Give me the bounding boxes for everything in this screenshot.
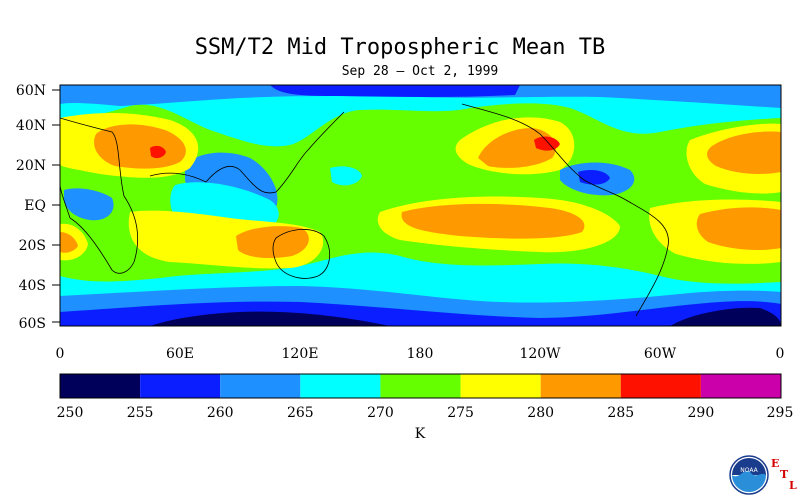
coastline-africa xyxy=(60,117,139,274)
colorbar-tick-label: 280 xyxy=(527,405,554,421)
field-central-pacific-cool xyxy=(330,166,362,186)
field-arabia-peak xyxy=(150,145,166,159)
lon-label: 0 xyxy=(56,346,65,362)
field-atlantic-hot xyxy=(707,131,781,174)
field-africa-hot xyxy=(94,124,186,169)
colorbar-swatch xyxy=(300,374,381,398)
lon-label: 180 xyxy=(407,346,434,362)
field-south-coldest-1 xyxy=(150,311,390,326)
field-equatorial-pacific-hot xyxy=(401,203,585,239)
colorbar-swatch xyxy=(620,374,701,398)
colorbar-swatch xyxy=(220,374,301,398)
colorbar-tick-label: 260 xyxy=(207,405,234,421)
colorbar-tick-label: 265 xyxy=(287,405,314,421)
colorbar-tick-label: 295 xyxy=(767,405,794,421)
field-west-africa-cool xyxy=(64,188,114,221)
colorbar-tick-label: 285 xyxy=(607,405,634,421)
lat-label: 60N xyxy=(16,83,46,99)
noaa-logo: NOAA xyxy=(729,455,769,495)
colorbar-swatch xyxy=(140,374,221,398)
lat-label: 20S xyxy=(19,238,46,254)
field-mexico-peak xyxy=(534,136,560,151)
colorbar-swatch xyxy=(380,374,461,398)
field-north-pacific-hot xyxy=(478,128,556,168)
latitude-axis: 60N 40N 20N EQ 20S 40S 60S xyxy=(16,83,60,332)
lat-label: 40N xyxy=(16,118,46,134)
etl-letter-e: E xyxy=(771,457,780,470)
lon-label: 60E xyxy=(166,346,194,362)
lon-label: 120E xyxy=(282,346,319,362)
chart-subtitle: Sep 28 – Oct 2, 1999 xyxy=(341,64,499,79)
noaa-logo-text: NOAA xyxy=(740,467,758,474)
lon-label: 60W xyxy=(644,346,677,362)
field-west-africa-hot xyxy=(60,232,78,253)
lat-label: EQ xyxy=(24,198,46,214)
colorbar-swatch xyxy=(540,374,621,398)
etl-letter-l: L xyxy=(789,479,797,492)
temperature-field xyxy=(60,85,781,326)
longitude-axis: 0 60E 120E 180 120W 60W 0 xyxy=(56,346,785,362)
field-australia-hot xyxy=(236,226,309,258)
coastline-australia xyxy=(272,229,331,279)
colorbar-tick-label: 250 xyxy=(57,405,84,421)
colorbar-tick-label: 275 xyxy=(447,405,474,421)
lat-label: 40S xyxy=(19,278,46,294)
lat-label: 20N xyxy=(16,158,46,174)
field-north-coldest xyxy=(270,85,520,97)
colorbar-tick-label: 270 xyxy=(367,405,394,421)
colorbar-tick-label: 290 xyxy=(688,405,715,421)
lat-label: 60S xyxy=(19,316,46,332)
field-south-coldest-2 xyxy=(670,307,781,326)
colorbar-unit: K xyxy=(415,426,426,442)
coastline-americas xyxy=(461,103,669,317)
colorbar-tick-label: 255 xyxy=(127,405,154,421)
coastline-asia xyxy=(149,111,345,194)
colorbar: 250 255 260 265 270 275 280 285 290 295 xyxy=(57,373,794,421)
colorbar-swatch xyxy=(460,374,541,398)
colorbar-swatch xyxy=(60,374,141,398)
chart-title: SSM/T2 Mid Tropospheric Mean TB xyxy=(194,35,606,60)
field-south-america-hot xyxy=(696,207,781,250)
colorbar-swatch xyxy=(700,374,781,398)
etl-letter-t: T xyxy=(780,468,789,481)
lon-label: 120W xyxy=(519,346,561,362)
colorbar-frame xyxy=(59,373,782,399)
lon-label: 0 xyxy=(776,346,785,362)
